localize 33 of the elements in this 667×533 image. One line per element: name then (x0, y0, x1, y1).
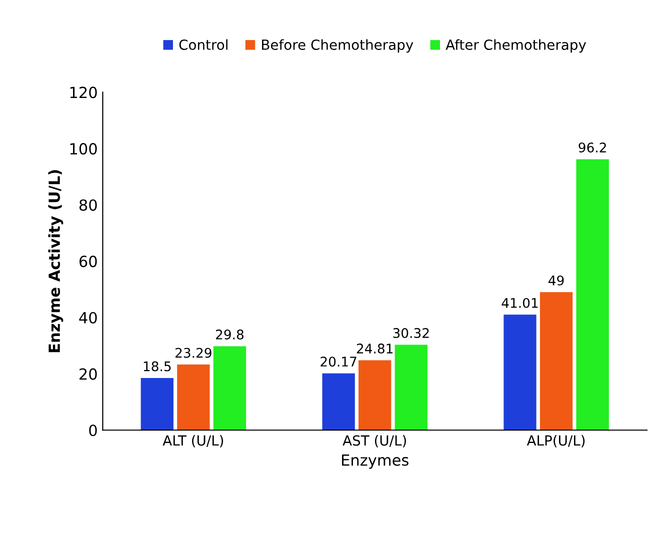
y-tick-label: 80 (79, 199, 97, 211)
data-label: 41.01 (502, 298, 538, 308)
data-label: 18.5 (144, 361, 171, 372)
bar (358, 360, 392, 430)
data-label: 29.8 (216, 330, 244, 340)
data-label: 30.32 (393, 328, 429, 338)
data-label: 20.17 (320, 356, 356, 367)
data-label: 96.2 (578, 142, 606, 153)
bar (576, 159, 609, 430)
x-axis-title: Enzymes (342, 454, 408, 469)
bar (504, 314, 536, 430)
x-tick-label: AST (U/L) (342, 435, 406, 448)
x-tick-label: ALT (U/L) (162, 435, 224, 448)
data-label: 23.29 (176, 348, 212, 358)
bar (213, 346, 246, 430)
legend-label: After Chemotherapy (446, 39, 586, 53)
y-tick-label: 20 (80, 368, 97, 380)
y-tick-label: 120 (70, 86, 97, 98)
bar (177, 364, 210, 430)
legend-label: Control (179, 39, 228, 50)
data-label: 49 (548, 275, 564, 286)
y-axis-title: Enzyme Activity (U/L) (48, 170, 64, 352)
y-tick-label: 60 (79, 256, 97, 268)
legend-label: Before Chemotherapy (262, 39, 414, 53)
bar (540, 292, 573, 430)
bar (394, 344, 428, 430)
bar (322, 373, 355, 430)
bar (140, 378, 174, 430)
y-tick-label: 0 (89, 424, 97, 436)
y-tick-label: 40 (79, 312, 97, 324)
x-tick-label: ALP(U/L) (526, 435, 585, 448)
data-label: 24.81 (356, 344, 393, 354)
y-tick-label: 100 (70, 142, 97, 155)
